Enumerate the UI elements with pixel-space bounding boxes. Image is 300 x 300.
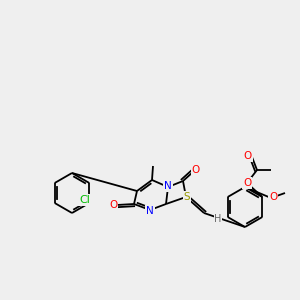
Text: N: N	[146, 206, 154, 216]
Text: O: O	[192, 165, 200, 175]
Text: O: O	[269, 192, 277, 202]
Text: S: S	[184, 192, 190, 202]
Text: N: N	[164, 181, 172, 191]
Text: O: O	[109, 200, 117, 210]
Text: O: O	[243, 178, 251, 188]
Text: H: H	[214, 214, 222, 224]
Text: O: O	[244, 151, 252, 161]
Text: Cl: Cl	[79, 195, 90, 205]
